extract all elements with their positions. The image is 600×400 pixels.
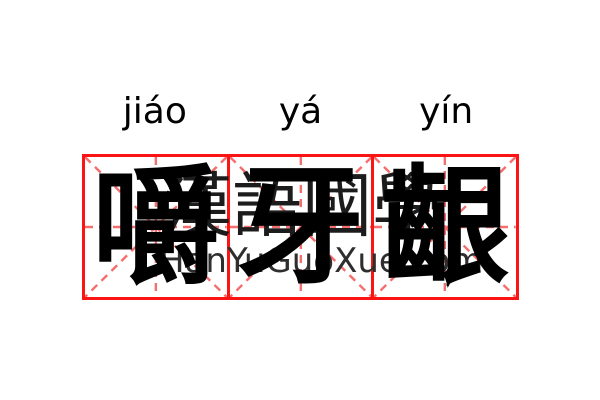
hanzi-character-1: 嚼 — [91, 152, 220, 302]
grid-cell-2: 牙 — [226, 152, 372, 302]
pinyin-row: jiáo yá yín — [82, 92, 519, 132]
mi-grid-guides-icon — [230, 157, 372, 297]
hanzi-character-3: 齦 — [381, 152, 510, 302]
watermark-hanzi-text: 漢語國學 — [162, 165, 442, 247]
character-grid: 嚼 牙 齦 — [82, 154, 519, 300]
pinyin-label-2: yá — [278, 91, 323, 132]
mi-grid-guides-icon — [374, 157, 516, 297]
grid-cell-3: 齦 — [371, 157, 516, 297]
pinyin-label-1: jiáo — [122, 91, 187, 132]
hanzi-character-2: 牙 — [236, 152, 365, 302]
grid-cell-1: 嚼 — [85, 157, 227, 297]
pinyin-label-3: yín — [419, 91, 474, 132]
watermark-site-text: HanYuGuoXue.com — [159, 241, 484, 281]
mi-grid-guides-icon — [85, 157, 227, 297]
